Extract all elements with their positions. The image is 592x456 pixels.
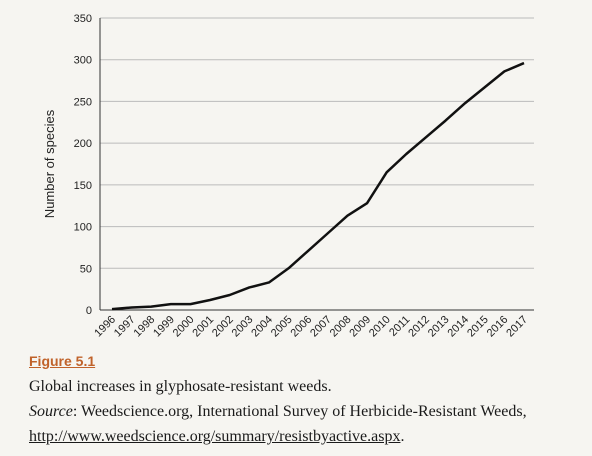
x-tick-label: 2010 xyxy=(367,314,393,340)
x-tick-label: 2015 xyxy=(465,314,491,340)
x-tick-label: 2004 xyxy=(249,314,275,340)
chart: Number of species 0 50 100 150 200 250 300 350 1… xyxy=(42,13,534,340)
x-tick-label: 2007 xyxy=(308,314,334,340)
y-tick-label: 200 xyxy=(74,138,92,150)
x-tick-label: 2002 xyxy=(210,314,236,340)
y-tick-label: 100 xyxy=(74,222,92,234)
x-tick-label: 2009 xyxy=(347,314,373,340)
x-tick-label: 2014 xyxy=(445,314,471,340)
y-tick-label: 250 xyxy=(74,96,92,108)
y-tick-label: 50 xyxy=(80,263,92,275)
y-axis-label: Number of species xyxy=(42,109,57,218)
x-tick-label: 2011 xyxy=(387,314,412,339)
x-tick-label: 1996 xyxy=(92,314,118,340)
line xyxy=(111,61,525,311)
x-tick-label: 1997 xyxy=(112,314,138,340)
y-tick-label: 150 xyxy=(74,180,92,192)
figure-label: Figure 5.1 xyxy=(29,353,96,369)
source-end: . xyxy=(400,428,405,445)
y-tick-label: 300 xyxy=(74,55,92,67)
source-text: : Weedscience.org, International Survey … xyxy=(72,403,527,420)
x-tick-label: 2016 xyxy=(485,314,511,340)
source-label: Source xyxy=(29,403,73,420)
x-tick-label: 2003 xyxy=(230,314,256,340)
x-tick-label: 2017 xyxy=(504,314,530,340)
x-tick-label: 2013 xyxy=(426,314,452,340)
source-url-line: http://www.weedscience.org/summary/resis… xyxy=(29,428,404,446)
y-tick-label: 0 xyxy=(86,305,92,317)
x-tick-label: 2000 xyxy=(171,314,197,340)
x-tick-label: 1998 xyxy=(132,314,158,340)
x-tick-label: 2012 xyxy=(406,314,432,340)
source-url[interactable]: http://www.weedscience.org/summary/resis… xyxy=(29,428,401,445)
y-tick-label: 350 xyxy=(74,13,92,25)
x-tick-label: 1999 xyxy=(151,314,177,340)
caption: Global increases in glyphosate-resistant… xyxy=(29,378,332,395)
x-tick-label: 2001 xyxy=(190,314,216,340)
x-tick-label: 2005 xyxy=(269,314,295,340)
x-tick-label: 2008 xyxy=(328,314,354,340)
source: Source: Weedscience.org, International S… xyxy=(29,403,527,421)
x-tick-label: 2006 xyxy=(289,314,315,340)
